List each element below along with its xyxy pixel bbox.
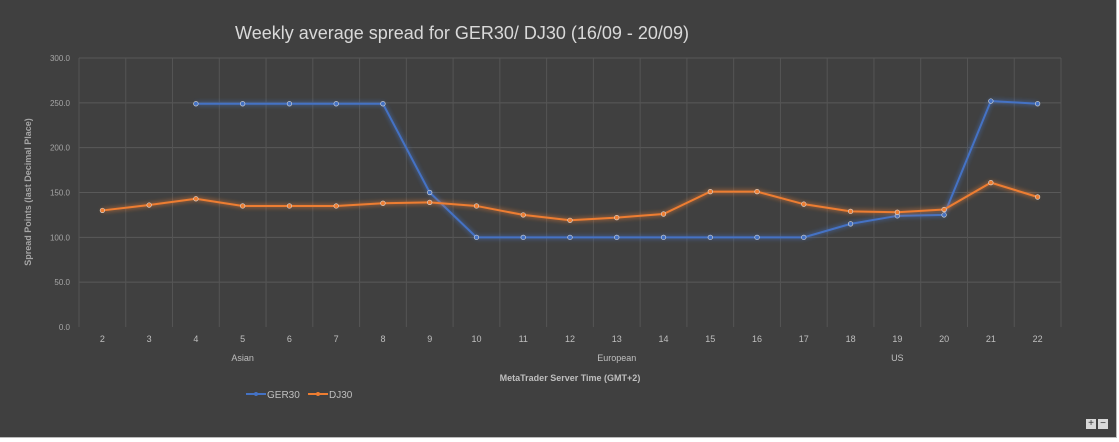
data-point-dj30 (333, 203, 339, 209)
x-tick-label: 11 (519, 334, 528, 344)
y-tick-label: 250.0 (50, 99, 71, 108)
y-tick-label: 100.0 (50, 233, 71, 242)
data-point-dj30 (193, 196, 199, 202)
x-tick-label: 9 (427, 334, 432, 344)
x-tick-label: 15 (705, 334, 715, 344)
chart-title: Weekly average spread for GER30/ DJ30 (1… (235, 23, 689, 43)
x-tick-label: 20 (939, 334, 949, 344)
x-tick-label: 2 (100, 334, 105, 344)
data-point-ger30 (520, 234, 526, 240)
data-point-dj30 (240, 203, 246, 209)
y-axis-title: Spread Points (last Decimal Place) (23, 118, 33, 266)
x-tick-label: 19 (892, 334, 902, 344)
x-tick-label: 7 (334, 334, 339, 344)
data-point-ger30 (660, 234, 667, 240)
data-point-ger30 (847, 221, 854, 227)
legend-marker-ger30 (254, 392, 258, 396)
zoom-controls: + − (1086, 419, 1108, 429)
data-point-ger30 (286, 101, 293, 107)
x-tick-label: 17 (799, 334, 809, 344)
data-point-ger30 (193, 101, 199, 107)
data-point-dj30 (286, 203, 293, 209)
legend-marker-dj30 (316, 392, 320, 396)
data-point-dj30 (754, 189, 760, 195)
data-point-dj30 (567, 217, 573, 223)
x-axis-title: MetaTrader Server Time (GMT+2) (500, 373, 641, 383)
data-point-dj30 (1035, 194, 1041, 200)
data-point-dj30 (380, 200, 386, 206)
session-label: European (597, 353, 636, 363)
x-tick-label: 8 (380, 334, 385, 344)
data-point-ger30 (707, 234, 713, 240)
data-point-dj30 (473, 203, 480, 209)
data-point-dj30 (941, 206, 947, 213)
data-point-dj30 (847, 208, 854, 214)
data-point-ger30 (567, 234, 573, 240)
x-tick-label: 12 (565, 334, 575, 344)
x-tick-label: 21 (986, 334, 996, 344)
data-point-dj30 (427, 199, 433, 205)
x-tick-label: 13 (612, 334, 622, 344)
data-point-ger30 (333, 101, 339, 107)
legend-label: GER30 (267, 390, 300, 401)
x-tick-label: 6 (287, 334, 292, 344)
data-point-ger30 (380, 101, 386, 107)
data-point-ger30 (614, 234, 620, 240)
legend-label: DJ30 (329, 390, 353, 401)
data-point-ger30 (941, 212, 947, 218)
data-point-dj30 (988, 180, 994, 186)
y-tick-label: 150.0 (50, 189, 71, 198)
x-tick-label: 10 (471, 334, 481, 344)
data-point-ger30 (1035, 101, 1041, 107)
data-point-dj30 (707, 189, 713, 195)
session-label: US (891, 353, 904, 363)
data-point-ger30 (754, 234, 760, 240)
x-tick-label: 22 (1033, 334, 1043, 344)
x-tick-label: 4 (193, 334, 198, 344)
x-tick-label: 3 (147, 334, 152, 344)
y-tick-label: 50.0 (54, 278, 70, 287)
data-point-dj30 (660, 211, 667, 217)
data-point-ger30 (473, 234, 480, 240)
data-point-ger30 (988, 98, 994, 104)
data-point-dj30 (614, 215, 620, 221)
data-point-dj30 (99, 207, 105, 214)
y-tick-label: 0.0 (59, 323, 71, 332)
x-tick-label: 18 (846, 334, 856, 344)
session-label: Asian (231, 353, 254, 363)
data-point-dj30 (894, 209, 900, 215)
data-point-dj30 (520, 212, 526, 218)
data-point-dj30 (146, 202, 152, 208)
x-tick-label: 5 (240, 334, 245, 344)
y-tick-label: 200.0 (50, 144, 71, 153)
data-point-ger30 (427, 189, 433, 196)
y-tick-label: 300.0 (50, 54, 71, 63)
x-tick-label: 16 (752, 334, 762, 344)
x-tick-label: 14 (659, 334, 669, 344)
data-point-dj30 (801, 201, 807, 207)
zoom-in-button[interactable]: + (1086, 419, 1096, 429)
data-point-ger30 (240, 101, 246, 107)
zoom-out-button[interactable]: − (1098, 419, 1108, 429)
data-point-ger30 (801, 234, 807, 240)
